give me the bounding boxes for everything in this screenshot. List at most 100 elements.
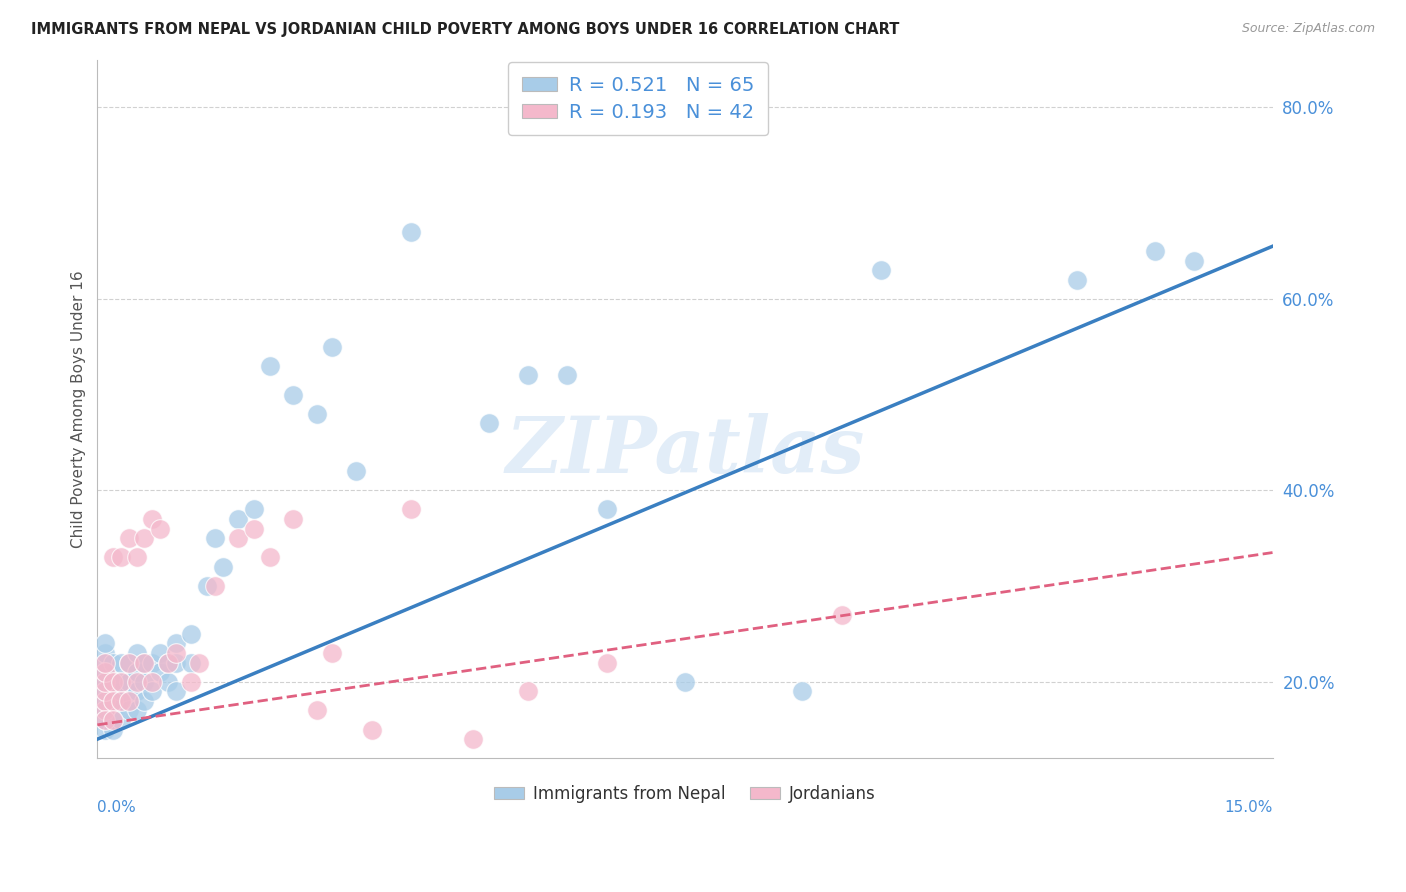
Point [211, 560, 233, 574]
Point [118, 531, 141, 545]
Point [180, 674, 202, 689]
Point [517, 684, 540, 698]
Point [101, 694, 124, 708]
Legend: Immigrants from Nepal, Jordanians: Immigrants from Nepal, Jordanians [488, 778, 882, 809]
Point [118, 656, 141, 670]
Point [463, 732, 485, 747]
Point [1182, 253, 1205, 268]
Point [283, 387, 305, 401]
Point [673, 674, 696, 689]
Point [101, 694, 124, 708]
Point [228, 531, 250, 545]
Point [118, 694, 141, 708]
Point [110, 656, 132, 670]
Point [125, 704, 148, 718]
Point [792, 684, 814, 698]
Point [134, 694, 156, 708]
Point [125, 674, 148, 689]
Point [118, 694, 141, 708]
Point [156, 656, 179, 670]
Point [557, 368, 579, 383]
Point [180, 656, 202, 670]
Point [94, 665, 117, 680]
Point [118, 704, 141, 718]
Point [118, 674, 141, 689]
Point [478, 417, 501, 431]
Point [94, 636, 117, 650]
Point [188, 656, 211, 670]
Point [149, 646, 172, 660]
Point [110, 694, 132, 708]
Point [156, 656, 179, 670]
Point [125, 550, 148, 565]
Point [1066, 273, 1088, 287]
Point [141, 674, 163, 689]
Text: 15.0%: 15.0% [1225, 800, 1272, 815]
Point [101, 656, 124, 670]
Point [595, 502, 617, 516]
Point [94, 684, 117, 698]
Point [305, 704, 328, 718]
Point [94, 713, 117, 727]
Point [94, 674, 117, 689]
Point [125, 646, 148, 660]
Point [118, 656, 141, 670]
Point [195, 579, 218, 593]
Text: ZIPatlas: ZIPatlas [505, 413, 865, 489]
Point [204, 531, 226, 545]
Point [125, 684, 148, 698]
Point [110, 674, 132, 689]
Text: 0.0%: 0.0% [97, 800, 136, 815]
Point [243, 522, 266, 536]
Point [94, 656, 117, 670]
Y-axis label: Child Poverty Among Boys Under 16: Child Poverty Among Boys Under 16 [72, 270, 86, 548]
Point [344, 464, 367, 478]
Point [101, 713, 124, 727]
Point [110, 684, 132, 698]
Point [94, 694, 117, 708]
Point [110, 674, 132, 689]
Point [713, 771, 735, 785]
Point [134, 531, 156, 545]
Point [110, 713, 132, 727]
Point [134, 674, 156, 689]
Point [869, 263, 891, 277]
Point [204, 579, 226, 593]
Point [134, 656, 156, 670]
Point [101, 713, 124, 727]
Point [94, 646, 117, 660]
Point [125, 665, 148, 680]
Point [283, 512, 305, 526]
Point [321, 340, 343, 354]
Point [141, 512, 163, 526]
Point [360, 723, 382, 737]
Text: Source: ZipAtlas.com: Source: ZipAtlas.com [1241, 22, 1375, 36]
Point [149, 665, 172, 680]
Point [595, 656, 617, 670]
Point [110, 550, 132, 565]
Point [399, 225, 422, 239]
Point [101, 704, 124, 718]
Point [165, 656, 187, 670]
Point [94, 684, 117, 698]
Point [101, 550, 124, 565]
Point [831, 607, 853, 622]
Point [101, 674, 124, 689]
Point [399, 502, 422, 516]
Point [305, 407, 328, 421]
Point [165, 684, 187, 698]
Point [517, 368, 540, 383]
Point [243, 502, 266, 516]
Point [94, 704, 117, 718]
Point [94, 694, 117, 708]
Point [94, 723, 117, 737]
Point [94, 665, 117, 680]
Point [321, 646, 343, 660]
Point [134, 656, 156, 670]
Point [165, 636, 187, 650]
Point [141, 656, 163, 670]
Point [94, 656, 117, 670]
Point [1143, 244, 1166, 258]
Point [141, 684, 163, 698]
Point [259, 359, 281, 373]
